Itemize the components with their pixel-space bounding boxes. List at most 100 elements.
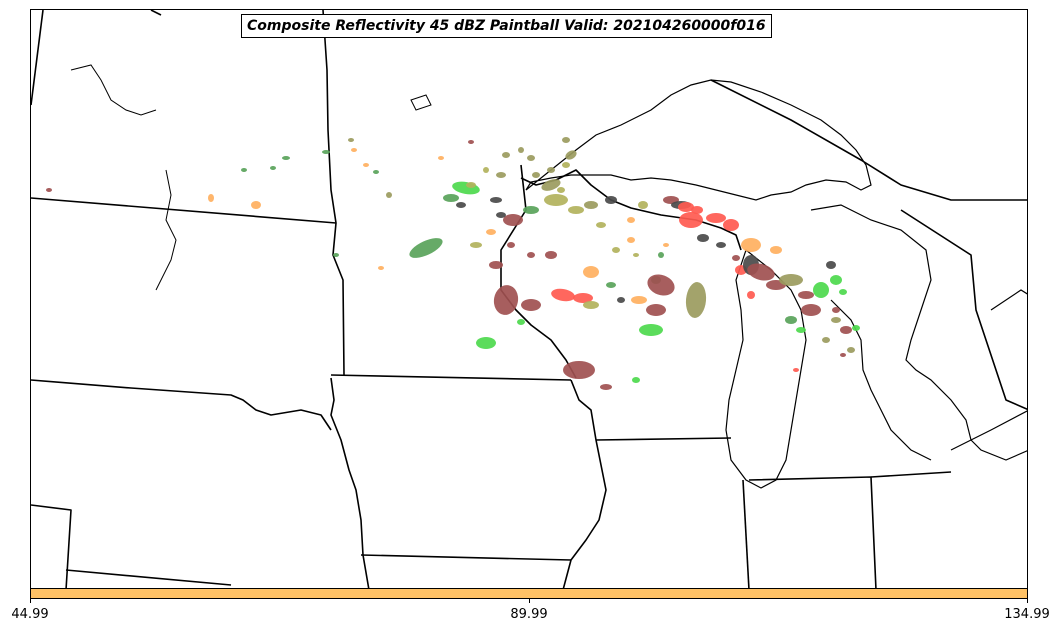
ne-ks-line	[65, 569, 232, 586]
reflectivity-blob	[798, 291, 814, 299]
reflectivity-blob	[801, 304, 821, 316]
reflectivity-blob	[452, 181, 480, 195]
reflectivity-blob	[631, 296, 647, 304]
reflectivity-blob	[496, 212, 506, 218]
colorbar-tick	[30, 599, 31, 603]
reflectivity-blob	[568, 206, 584, 214]
reflectivity-blob	[547, 167, 555, 173]
in-oh-border	[748, 476, 877, 588]
nd-north-line	[31, 10, 44, 106]
red-river	[70, 64, 157, 116]
lake-michigan	[725, 248, 807, 489]
reflectivity-blob	[557, 187, 565, 193]
ontario-border	[900, 209, 1027, 411]
reflectivity-blob	[617, 297, 625, 303]
reflectivity-blob	[270, 166, 276, 170]
canada-line-2	[710, 79, 1027, 201]
reflectivity-blob	[545, 251, 557, 259]
reflectivity-blob	[523, 206, 539, 214]
reflectivity-blob	[438, 156, 444, 160]
reflectivity-blob	[847, 347, 855, 353]
map-title: Composite Reflectivity 45 dBZ Paintball …	[241, 14, 772, 38]
paintball-layer	[46, 137, 860, 390]
reflectivity-blob	[409, 238, 443, 258]
reflectivity-blob	[378, 266, 384, 270]
reflectivity-blob	[639, 324, 663, 336]
reflectivity-blob	[770, 246, 782, 254]
reflectivity-blob	[839, 289, 847, 295]
reflectivity-blob	[46, 188, 52, 192]
reflectivity-blob	[527, 252, 535, 258]
reflectivity-blob	[663, 243, 669, 247]
mi-oh-border	[870, 471, 952, 478]
reflectivity-blob	[612, 247, 620, 253]
nd-sd-border	[31, 197, 337, 224]
reflectivity-blob	[685, 282, 707, 318]
reflectivity-blob	[627, 237, 635, 243]
reflectivity-blob	[747, 291, 755, 299]
colorbar	[30, 588, 1028, 599]
reflectivity-blob	[852, 325, 860, 331]
reflectivity-blob	[606, 282, 616, 288]
reflectivity-blob	[466, 182, 476, 188]
reflectivity-blob	[493, 285, 519, 315]
reflectivity-blob	[679, 212, 703, 228]
reflectivity-blob	[747, 263, 775, 281]
reflectivity-blob	[496, 172, 506, 178]
mn-nd-border	[322, 10, 345, 376]
lake-superior	[525, 79, 872, 201]
reflectivity-blob	[646, 304, 666, 316]
reflectivity-blob	[563, 361, 595, 379]
colorbar-tick-label: 89.99	[510, 607, 548, 622]
reflectivity-blob	[785, 316, 797, 324]
reflectivity-blob	[573, 293, 593, 303]
reflectivity-blob	[503, 214, 523, 226]
lake-winnipeg-edge	[410, 94, 432, 111]
reflectivity-blob	[583, 266, 599, 278]
reflectivity-blob	[532, 172, 540, 178]
reflectivity-blob	[470, 242, 482, 248]
reflectivity-blob	[468, 140, 474, 144]
reflectivity-blob	[697, 234, 709, 242]
map-panel	[30, 9, 1028, 589]
ia-east-border	[562, 379, 607, 588]
mn-ia-border	[330, 374, 572, 381]
reflectivity-blob	[723, 219, 739, 231]
colorbar-tick	[529, 599, 530, 603]
missouri-river	[155, 169, 177, 291]
colorbar-tick-label: 44.99	[11, 607, 49, 622]
reflectivity-blob	[706, 213, 726, 223]
reflectivity-blob	[840, 353, 846, 357]
ia-west-border	[330, 377, 370, 588]
reflectivity-blob	[826, 261, 836, 269]
rivers	[70, 64, 432, 291]
ia-south-border	[360, 554, 572, 561]
reflectivity-blob	[502, 152, 510, 158]
reflectivity-blob	[544, 194, 568, 206]
reflectivity-blob	[732, 255, 740, 261]
reflectivity-blob	[832, 307, 840, 313]
reflectivity-blob	[822, 337, 830, 343]
lake-erie-ontario	[950, 289, 1027, 451]
reflectivity-blob	[517, 319, 525, 325]
reflectivity-blob	[443, 194, 459, 202]
reflectivity-blob	[638, 201, 648, 209]
reflectivity-blob	[793, 368, 799, 372]
reflectivity-blob	[486, 229, 496, 235]
reflectivity-blob	[518, 147, 524, 153]
reflectivity-blob	[208, 194, 214, 202]
map-canvas	[31, 10, 1027, 588]
reflectivity-blob	[716, 242, 726, 248]
reflectivity-blob	[363, 163, 369, 167]
reflectivity-blob	[605, 196, 617, 204]
reflectivity-blob	[483, 167, 489, 173]
reflectivity-blob	[840, 326, 852, 334]
reflectivity-blob	[282, 156, 290, 160]
reflectivity-blob	[831, 317, 841, 323]
reflectivity-blob	[322, 150, 330, 154]
reflectivity-blob	[632, 377, 640, 383]
sd-ne-border	[31, 379, 332, 431]
reflectivity-blob	[373, 170, 379, 174]
reflectivity-blob	[507, 242, 515, 248]
reflectivity-blob	[241, 168, 247, 172]
